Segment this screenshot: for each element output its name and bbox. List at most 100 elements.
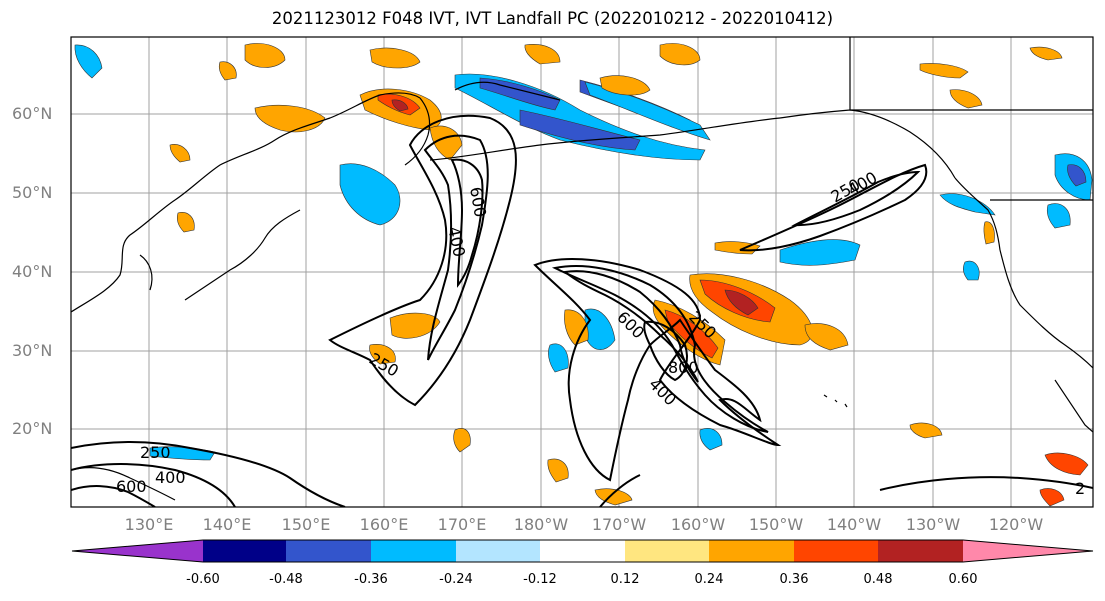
contour-sw-400 (71, 463, 236, 507)
positive-nw-1 (218, 61, 237, 81)
lon-label: 140°E (202, 515, 252, 534)
ivt-contours (71, 114, 1093, 507)
contour-label: 250 (140, 443, 171, 462)
positive-west-pac-2 (369, 344, 396, 365)
positive-canada-2 (949, 89, 983, 109)
colorbar-tick-label: 0.12 (610, 572, 640, 587)
coast-asia (71, 92, 421, 313)
contour-label: 600 (466, 185, 490, 218)
colorbar-segment (709, 540, 794, 562)
contour-label: 400 (444, 225, 469, 259)
lon-label: 130°W (905, 515, 961, 534)
lon-label: 180°W (513, 515, 569, 534)
negative-core-bering-1 (479, 77, 561, 111)
colorbar-segment (456, 540, 540, 562)
colorbar-segment (371, 540, 456, 562)
negative-ne-2 (939, 193, 996, 216)
lon-label: 150°E (281, 515, 331, 534)
lon-label: 150°W (748, 515, 804, 534)
lat-label: 40°N (12, 262, 53, 281)
positive-tropics-1 (453, 428, 471, 453)
map-frame (70, 36, 1094, 508)
contour-central-inner (562, 270, 699, 383)
contour-label: 800 (668, 358, 699, 377)
negative-us-core (1067, 164, 1087, 187)
coast-mexico (1054, 379, 1093, 433)
positive-north-5 (524, 44, 561, 65)
positive-north-4 (599, 75, 651, 96)
lat-label: 60°N (12, 104, 53, 123)
positive-north-3 (659, 43, 701, 66)
colorbar-tick-label: -0.48 (269, 572, 303, 587)
colorbar-tick-label: -0.36 (354, 572, 388, 587)
contour-central-core (643, 320, 688, 382)
contour-west-outer (328, 114, 517, 407)
negative-us-west (1046, 203, 1071, 229)
lat-label: 50°N (12, 183, 53, 202)
colorbar-segment (286, 540, 371, 562)
positive-se-1 (1044, 452, 1089, 476)
contour-sw-600 (71, 485, 156, 507)
coast-alaska-west (454, 81, 561, 101)
coast-aleutians (429, 117, 781, 161)
colorbar-tick-label: 0.60 (948, 572, 978, 587)
positive-nw-coast (169, 144, 191, 163)
coast-alaska-gulf (779, 109, 956, 179)
negative-ne-1 (779, 239, 861, 266)
lat-label: 20°N (12, 419, 53, 438)
colorbar-segment (878, 540, 963, 562)
coast-korea (139, 254, 153, 291)
negative-central-2 (548, 343, 569, 373)
contour-west-inner (450, 158, 484, 288)
positive-japan-1 (176, 212, 195, 233)
contour-tropics-south (599, 474, 641, 507)
coast-us-west (999, 249, 1093, 369)
positive-tropics-4 (909, 422, 943, 439)
negative-tropics-2 (699, 428, 723, 451)
positive-central-peak (724, 289, 759, 316)
colorbar-tick-label: 0.36 (779, 572, 809, 587)
positive-kamchatka-peak (391, 99, 409, 112)
coast-se-asia (71, 467, 176, 501)
coast-kamchatka (404, 97, 431, 166)
positive-us-coast (983, 221, 995, 245)
negative-central-1 (584, 308, 616, 350)
positive-tropics-3 (594, 488, 633, 506)
positive-west-pac (389, 312, 441, 339)
negative-core-bering-2 (519, 109, 641, 151)
contour-sw-250 (71, 441, 346, 507)
colorbar-segment (540, 540, 625, 562)
positive-okhotsk (254, 104, 326, 133)
negative-japan (339, 163, 401, 226)
colorbar-extend-min (72, 540, 203, 562)
colorbar-tick-label: 0.48 (863, 572, 893, 587)
lat-label: 30°N (12, 341, 53, 360)
contour-central-mid (551, 265, 769, 433)
coast-bc (954, 177, 1001, 251)
contour-west-mid (423, 134, 489, 361)
positive-tropics-2 (547, 458, 569, 483)
colorbar (71, 539, 1094, 563)
colorbar-segment (625, 540, 709, 562)
positive-se-2 (1039, 488, 1065, 507)
colorbar-tick-label: -0.60 (186, 572, 220, 587)
positive-north-2 (369, 47, 421, 69)
coast-japan (184, 209, 301, 301)
contour-ne-outer (739, 163, 928, 252)
colorbar-tick-label: -0.24 (439, 572, 473, 587)
colorbar-tick-label: 0.24 (694, 572, 724, 587)
contour-label: 600 (116, 477, 147, 496)
colorbar-outline (71, 539, 1094, 563)
colorbar-segment (203, 540, 286, 562)
positive-central-east (804, 323, 849, 351)
negative-nw-corner (74, 44, 103, 79)
positive-canada-3 (1029, 46, 1063, 61)
coast-hawaii (823, 394, 848, 408)
contour-label: 2 (1075, 479, 1085, 498)
map-plot-area: 600 400 250 600 800 400 250 250 400 250 … (71, 37, 1093, 507)
lon-label: 160°W (670, 515, 726, 534)
contour-se (879, 476, 1093, 491)
contour-ne-inner (791, 170, 921, 227)
contour-central-outer (533, 258, 782, 482)
